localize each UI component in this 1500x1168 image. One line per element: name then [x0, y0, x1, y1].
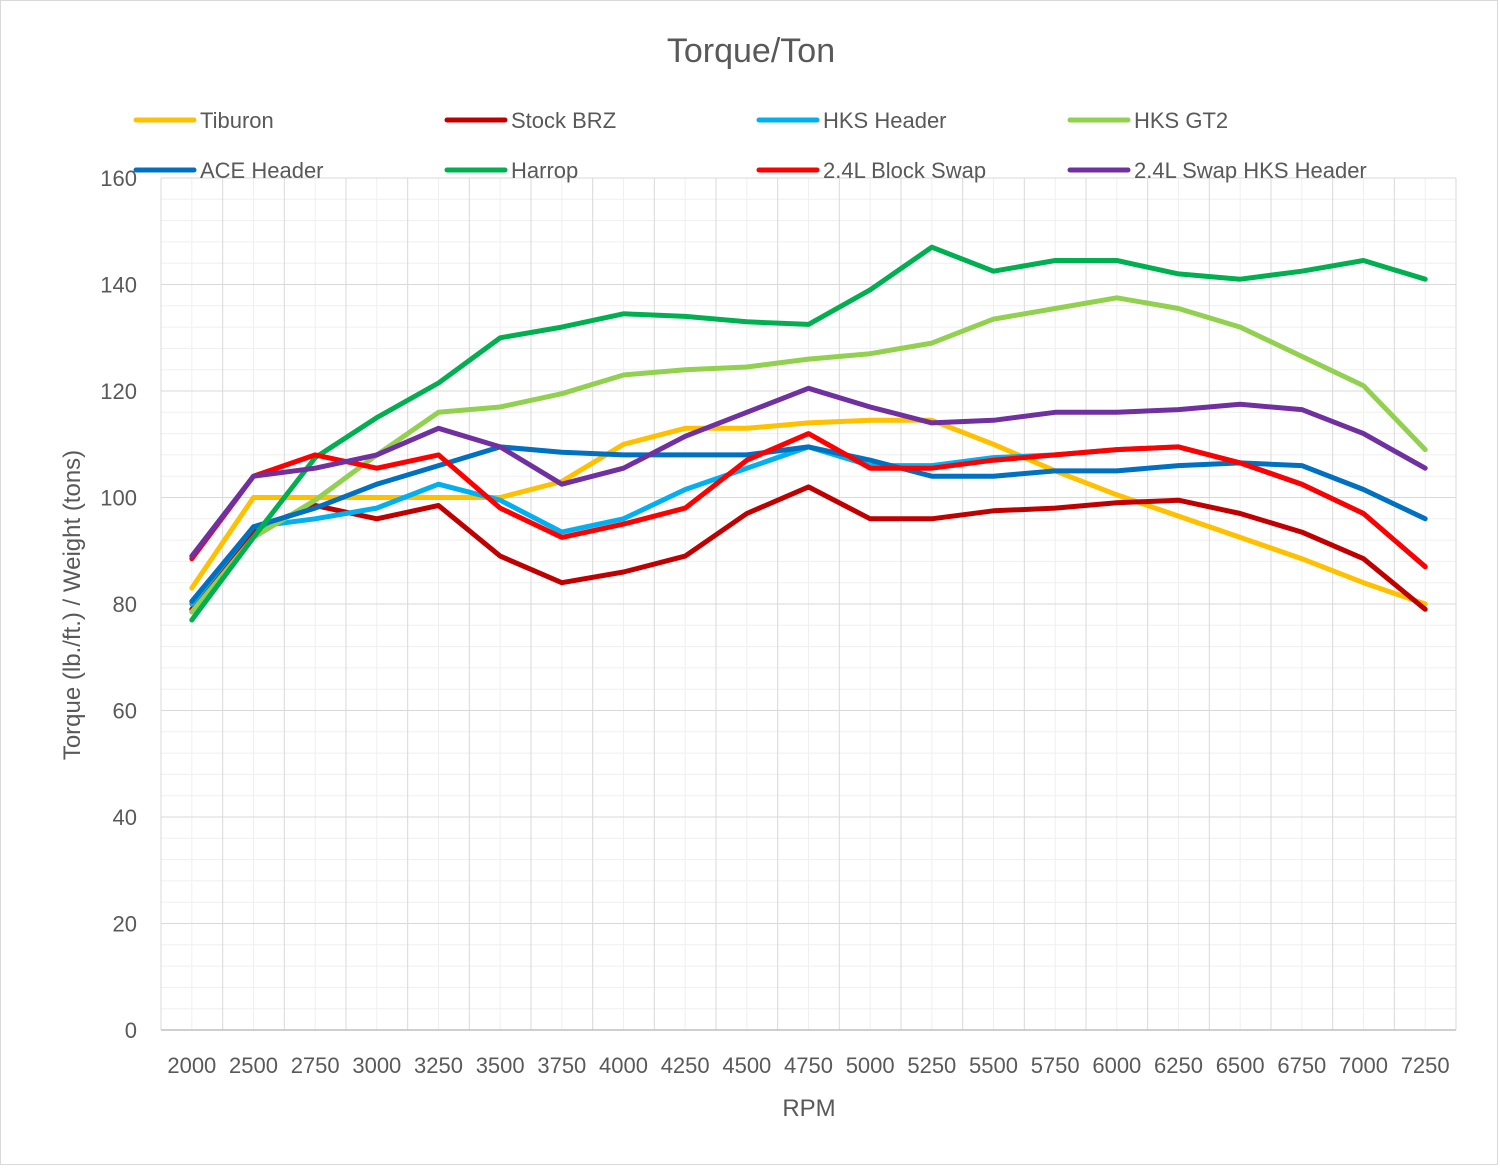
x-tick-label: 6000	[1092, 1053, 1141, 1078]
y-axis-title: Torque (lb./ft.) / Weight (tons)	[59, 450, 86, 760]
legend-label: HKS Header	[823, 108, 947, 133]
legend-label: HKS GT2	[1134, 108, 1228, 133]
x-tick-label: 6250	[1154, 1053, 1203, 1078]
y-tick-label: 100	[100, 486, 137, 511]
legend-label: 2.4L Swap HKS Header	[1134, 158, 1367, 183]
y-tick-label: 120	[100, 379, 137, 404]
x-tick-label: 6750	[1277, 1053, 1326, 1078]
legend-label: 2.4L Block Swap	[823, 158, 986, 183]
x-tick-label: 7000	[1339, 1053, 1388, 1078]
x-tick-label: 3500	[476, 1053, 525, 1078]
x-tick-label: 3250	[414, 1053, 463, 1078]
legend-item-tiburon: Tiburon	[133, 108, 274, 133]
legend-item-hks-header: HKS Header	[756, 108, 947, 133]
legend-label: Stock BRZ	[511, 108, 616, 133]
legend-item-hks-gt2: HKS GT2	[1067, 108, 1228, 133]
legend-item-harrop: Harrop	[444, 158, 578, 183]
x-tick-label: 4500	[722, 1053, 771, 1078]
series-line-stock-brz	[189, 484, 1428, 612]
legend-item-2-4l-swap-hks-header: 2.4L Swap HKS Header	[1067, 158, 1367, 183]
y-tick-label: 40	[113, 805, 137, 830]
legend-item-2-4l-block-swap: 2.4L Block Swap	[756, 158, 986, 183]
series-line-ace-header	[189, 444, 1428, 604]
y-tick-label: 0	[125, 1018, 137, 1043]
x-tick-label: 7250	[1401, 1053, 1450, 1078]
x-tick-label: 5500	[969, 1053, 1018, 1078]
series-line-harrop	[189, 244, 1428, 623]
series-line-2-4l-swap-hks-header	[189, 385, 1428, 559]
y-tick-label: 80	[113, 592, 137, 617]
x-tick-label: 2500	[229, 1053, 278, 1078]
legend-label: ACE Header	[200, 158, 324, 183]
x-tick-label: 5000	[846, 1053, 895, 1078]
series-line-hks-gt2	[189, 295, 1428, 615]
legend: Tiburon Stock BRZ HKS Header HKS GT2 ACE Hea…	[133, 108, 1367, 183]
x-tick-label: 5750	[1031, 1053, 1080, 1078]
series-line-2-4l-block-swap	[189, 431, 1428, 570]
legend-label: Tiburon	[200, 108, 274, 133]
chart-title: Torque/Ton	[667, 32, 835, 70]
y-tick-label: 140	[100, 273, 137, 298]
series-lines	[189, 244, 1428, 623]
legend-item-ace-header: ACE Header	[133, 158, 324, 183]
legend-label: Harrop	[511, 158, 578, 183]
x-tick-label: 3750	[537, 1053, 586, 1078]
grid	[160, 177, 1457, 1031]
x-tick-label: 5250	[907, 1053, 956, 1078]
x-tick-label: 6500	[1216, 1053, 1265, 1078]
x-tick-label: 2000	[167, 1053, 216, 1078]
y-tick-label: 20	[113, 912, 137, 937]
x-tick-label: 4750	[784, 1053, 833, 1078]
legend-item-stock-brz: Stock BRZ	[444, 108, 616, 133]
x-tick-label: 2750	[291, 1053, 340, 1078]
y-tick-label: 60	[113, 699, 137, 724]
x-axis-title: RPM	[782, 1095, 835, 1122]
x-tick-label: 4000	[599, 1053, 648, 1078]
y-tick-label: 160	[100, 166, 137, 191]
x-tick-label: 4250	[661, 1053, 710, 1078]
axes: 0 20 40 60 80 100 120 140 160 2000 2500 2750 3000 325…	[100, 166, 1456, 1078]
x-tick-label: 3000	[352, 1053, 401, 1078]
